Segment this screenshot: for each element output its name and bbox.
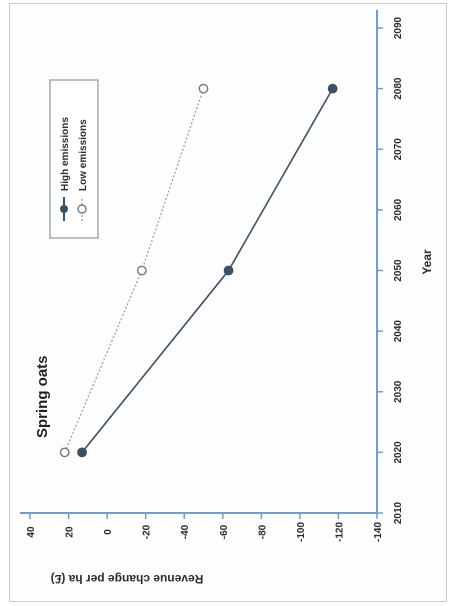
series-1-point xyxy=(59,447,70,458)
legend-high-label: High emissions xyxy=(60,117,71,191)
y-tick-label: 40 xyxy=(26,526,37,538)
x-tick-label: 2040 xyxy=(393,320,404,343)
y-tick-label: 20 xyxy=(65,526,76,538)
y-tick-label: 0 xyxy=(103,529,114,535)
x-tick-label: 2060 xyxy=(393,198,404,221)
x-axis-title: Year xyxy=(420,249,434,275)
x-tick-label: 2050 xyxy=(393,259,404,282)
series-0-point xyxy=(327,83,338,94)
y-tick-label: -140 xyxy=(373,522,384,542)
series-1-point xyxy=(136,265,147,276)
y-tick-label: -60 xyxy=(219,524,230,539)
legend-low-marker xyxy=(77,204,87,214)
x-axis-ticks: 2010 2020 2030 2040 2050 2060 2070 2080 2090 xyxy=(377,16,404,524)
y-axis-title: Revenue change per ha (£) xyxy=(51,572,204,586)
series-0-point xyxy=(77,447,87,458)
chart-title: Spring oats xyxy=(34,355,51,438)
y-tick-label: -20 xyxy=(142,524,153,539)
y-tick-label: -40 xyxy=(180,524,191,539)
legend-high-marker xyxy=(60,205,68,213)
y-tick-label: -100 xyxy=(296,522,307,542)
y-axis-ticks: 40 20 0 -20 -40 -60 -80 -100 -120 -140 xyxy=(26,513,384,542)
legend-low-label: Low emissions xyxy=(78,119,89,191)
series-line-0 xyxy=(81,88,334,453)
legend: High emissions Low emissions xyxy=(49,79,99,239)
y-tick-label: -80 xyxy=(257,524,268,539)
x-tick-label: 2010 xyxy=(393,501,404,524)
x-tick-label: 2090 xyxy=(393,16,404,39)
x-tick-label: 2020 xyxy=(393,441,404,464)
series-0-point xyxy=(223,265,234,276)
x-tick-label: 2070 xyxy=(393,138,404,161)
y-tick-label: -120 xyxy=(334,522,345,542)
x-tick-label: 2080 xyxy=(393,77,404,100)
series-1-point xyxy=(198,83,209,94)
legend-box xyxy=(49,79,99,239)
series-layer xyxy=(59,83,338,458)
x-tick-label: 2030 xyxy=(393,380,404,403)
